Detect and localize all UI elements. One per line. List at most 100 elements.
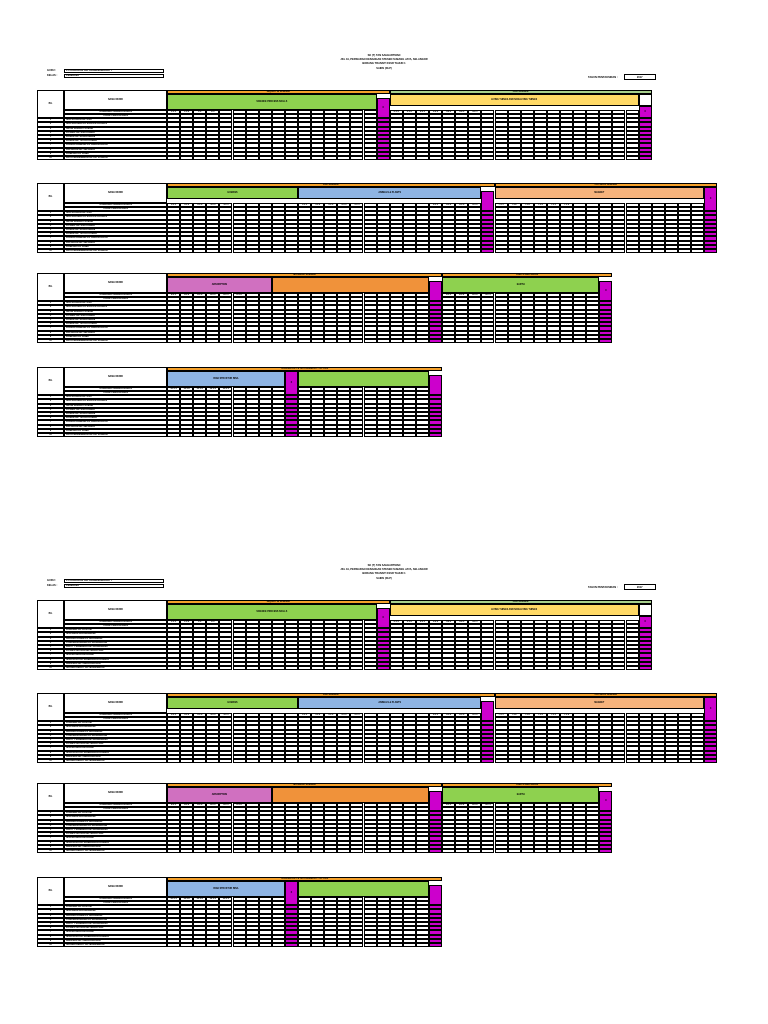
- score-cell[interactable]: [638, 232, 652, 237]
- score-cell[interactable]: [258, 943, 272, 948]
- score-cell[interactable]: [494, 156, 508, 161]
- score-cell[interactable]: [219, 126, 233, 131]
- score-cell[interactable]: [415, 118, 429, 123]
- score-cell[interactable]: [363, 943, 377, 948]
- score-cell[interactable]: [350, 339, 364, 344]
- score-cell[interactable]: [324, 249, 338, 254]
- score-cell[interactable]: [376, 232, 390, 237]
- score-cell[interactable]: [180, 156, 194, 161]
- score-cell[interactable]: [442, 236, 456, 241]
- score-cell[interactable]: [415, 211, 429, 216]
- score-cell[interactable]: [533, 759, 547, 764]
- score-cell[interactable]: [560, 223, 574, 228]
- score-cell[interactable]: [677, 236, 691, 241]
- tahun-field[interactable]: 2017: [623, 74, 656, 80]
- score-cell[interactable]: [415, 135, 429, 140]
- score-cell[interactable]: [232, 240, 246, 245]
- score-cell[interactable]: [494, 759, 508, 764]
- score-cell[interactable]: [258, 339, 272, 344]
- score-cell[interactable]: [284, 228, 298, 233]
- score-cell[interactable]: [599, 211, 613, 216]
- score-cell[interactable]: [651, 236, 665, 241]
- score-cell[interactable]: [533, 156, 547, 161]
- score-cell[interactable]: [389, 759, 403, 764]
- score-cell[interactable]: [691, 236, 705, 241]
- score-cell[interactable]: [363, 151, 377, 156]
- score-cell[interactable]: [573, 135, 587, 140]
- score-cell[interactable]: [271, 666, 285, 671]
- score-cell[interactable]: [415, 122, 429, 127]
- score-cell[interactable]: [481, 143, 495, 148]
- score-cell[interactable]: [180, 118, 194, 123]
- score-cell[interactable]: [533, 122, 547, 127]
- score-cell[interactable]: [245, 215, 259, 220]
- score-cell[interactable]: [311, 759, 325, 764]
- score-cell[interactable]: [337, 666, 351, 671]
- score-cell[interactable]: [167, 135, 181, 140]
- score-cell[interactable]: [520, 219, 534, 224]
- score-cell[interactable]: [363, 156, 377, 161]
- score-cell[interactable]: [468, 219, 482, 224]
- score-cell[interactable]: [311, 130, 325, 135]
- score-cell[interactable]: [468, 228, 482, 233]
- score-cell[interactable]: [350, 219, 364, 224]
- score-cell[interactable]: [507, 228, 521, 233]
- score-cell[interactable]: [258, 118, 272, 123]
- score-cell[interactable]: [337, 156, 351, 161]
- score-cell[interactable]: [586, 122, 600, 127]
- score-cell[interactable]: [337, 228, 351, 233]
- score-cell[interactable]: [284, 849, 298, 854]
- score-cell[interactable]: [350, 232, 364, 237]
- score-cell[interactable]: [429, 143, 443, 148]
- score-cell[interactable]: [337, 139, 351, 144]
- score-cell[interactable]: [546, 147, 560, 152]
- score-cell[interactable]: [324, 130, 338, 135]
- score-cell[interactable]: [507, 118, 521, 123]
- score-cell[interactable]: [298, 215, 312, 220]
- score-cell[interactable]: [468, 147, 482, 152]
- score-cell[interactable]: [324, 143, 338, 148]
- score-cell[interactable]: [468, 143, 482, 148]
- score-cell[interactable]: [363, 139, 377, 144]
- score-cell[interactable]: [284, 118, 298, 123]
- score-cell[interactable]: [455, 339, 469, 344]
- score-cell[interactable]: [415, 151, 429, 156]
- score-cell[interactable]: [468, 759, 482, 764]
- score-cell[interactable]: [520, 223, 534, 228]
- score-cell[interactable]: [599, 122, 613, 127]
- score-cell[interactable]: [258, 240, 272, 245]
- score-cell[interactable]: [232, 759, 246, 764]
- score-cell[interactable]: [402, 849, 416, 854]
- score-cell[interactable]: [206, 849, 220, 854]
- score-cell[interactable]: [468, 666, 482, 671]
- score-cell[interactable]: [520, 151, 534, 156]
- score-cell[interactable]: [298, 135, 312, 140]
- score-cell[interactable]: [507, 143, 521, 148]
- score-cell[interactable]: [271, 139, 285, 144]
- score-cell[interactable]: [507, 151, 521, 156]
- score-cell[interactable]: [193, 236, 207, 241]
- score-cell[interactable]: [573, 211, 587, 216]
- score-cell[interactable]: [599, 249, 613, 254]
- score-cell[interactable]: [586, 759, 600, 764]
- score-cell[interactable]: [324, 759, 338, 764]
- score-cell[interactable]: [389, 139, 403, 144]
- score-cell[interactable]: [363, 666, 377, 671]
- score-cell[interactable]: [193, 232, 207, 237]
- score-cell[interactable]: [586, 147, 600, 152]
- score-cell[interactable]: [245, 759, 259, 764]
- score-cell[interactable]: [167, 151, 181, 156]
- score-cell[interactable]: [206, 135, 220, 140]
- score-cell[interactable]: [350, 223, 364, 228]
- score-cell[interactable]: [455, 135, 469, 140]
- score-cell[interactable]: [442, 156, 456, 161]
- score-cell[interactable]: [298, 339, 312, 344]
- score-cell[interactable]: [167, 219, 181, 224]
- score-cell[interactable]: [232, 228, 246, 233]
- score-cell[interactable]: [389, 249, 403, 254]
- score-cell[interactable]: [324, 118, 338, 123]
- score-cell[interactable]: [599, 135, 613, 140]
- score-cell[interactable]: [271, 219, 285, 224]
- score-cell[interactable]: [219, 666, 233, 671]
- score-cell[interactable]: [206, 126, 220, 131]
